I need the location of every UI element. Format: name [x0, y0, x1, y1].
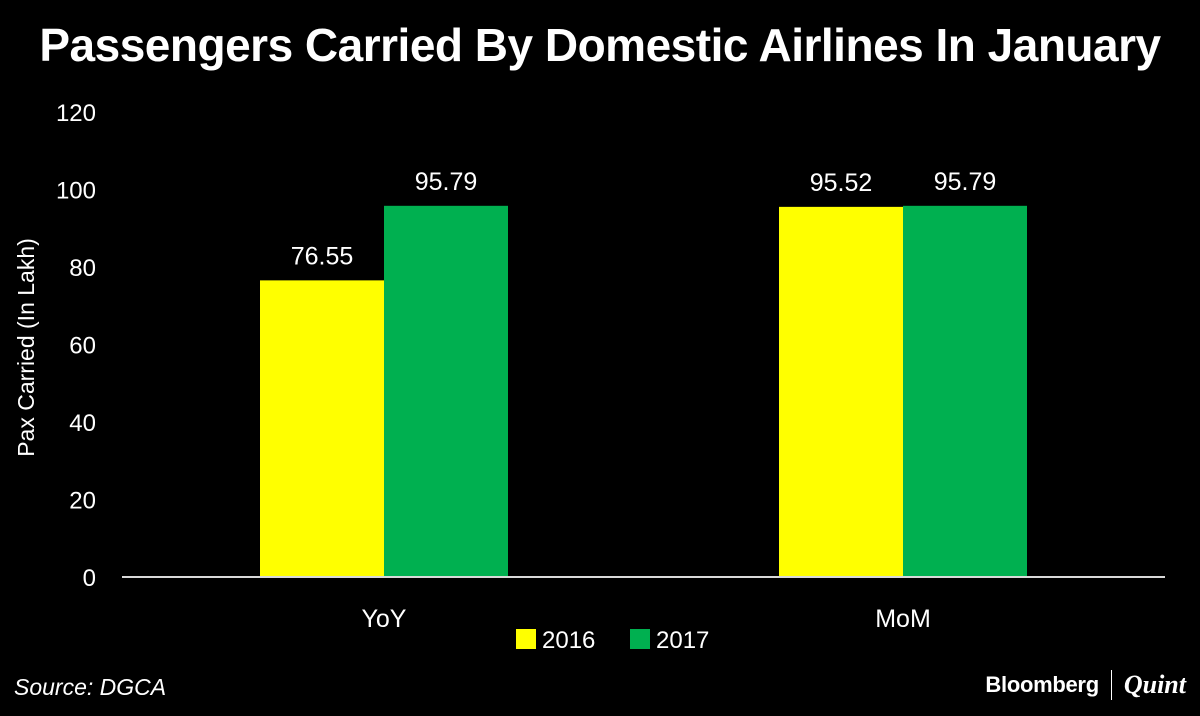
y-tick-label: 80: [69, 255, 96, 282]
data-label: 95.79: [415, 168, 478, 196]
legend-label-2017: 2017: [656, 627, 709, 654]
bar-2016-yoy: [260, 280, 384, 577]
y-tick-label: 20: [69, 488, 96, 515]
source-note: Source: DGCA: [14, 674, 167, 700]
y-axis-label: Pax Carried (In Lakh): [13, 238, 39, 457]
legend-label-2016: 2016: [542, 627, 595, 654]
x-category-label: YoY: [362, 605, 407, 633]
logo-divider: [1110, 670, 1112, 700]
bloomberg-logo-text: Bloomberg: [985, 672, 1099, 697]
y-tick-label: 100: [56, 178, 96, 205]
y-tick-label: 60: [69, 333, 96, 360]
data-label: 95.79: [934, 168, 997, 196]
y-tick-label: 0: [83, 565, 96, 592]
bar-2016-mom: [779, 206, 903, 578]
quint-logo-text: Quint: [1123, 670, 1186, 699]
data-label: 95.52: [810, 169, 873, 197]
bar-2017-mom: [903, 205, 1027, 577]
legend-swatch-2017: [630, 629, 650, 649]
legend-swatch-2016: [516, 629, 536, 649]
bar-2017-yoy: [384, 205, 508, 577]
chart-title: Passengers Carried By Domestic Airlines …: [39, 19, 1161, 71]
y-tick-label: 120: [56, 100, 96, 127]
x-category-label: MoM: [875, 605, 931, 633]
brand-logo: Bloomberg Quint: [985, 670, 1186, 700]
data-label: 76.55: [291, 242, 354, 270]
y-tick-label: 40: [69, 410, 96, 437]
